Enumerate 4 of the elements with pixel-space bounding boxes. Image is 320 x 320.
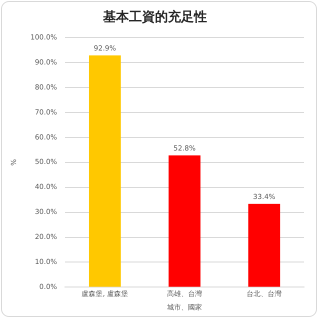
bar [248,204,280,287]
chart-title: 基本工資的充足性 [102,9,207,26]
bar [88,55,121,287]
bar [168,155,200,287]
